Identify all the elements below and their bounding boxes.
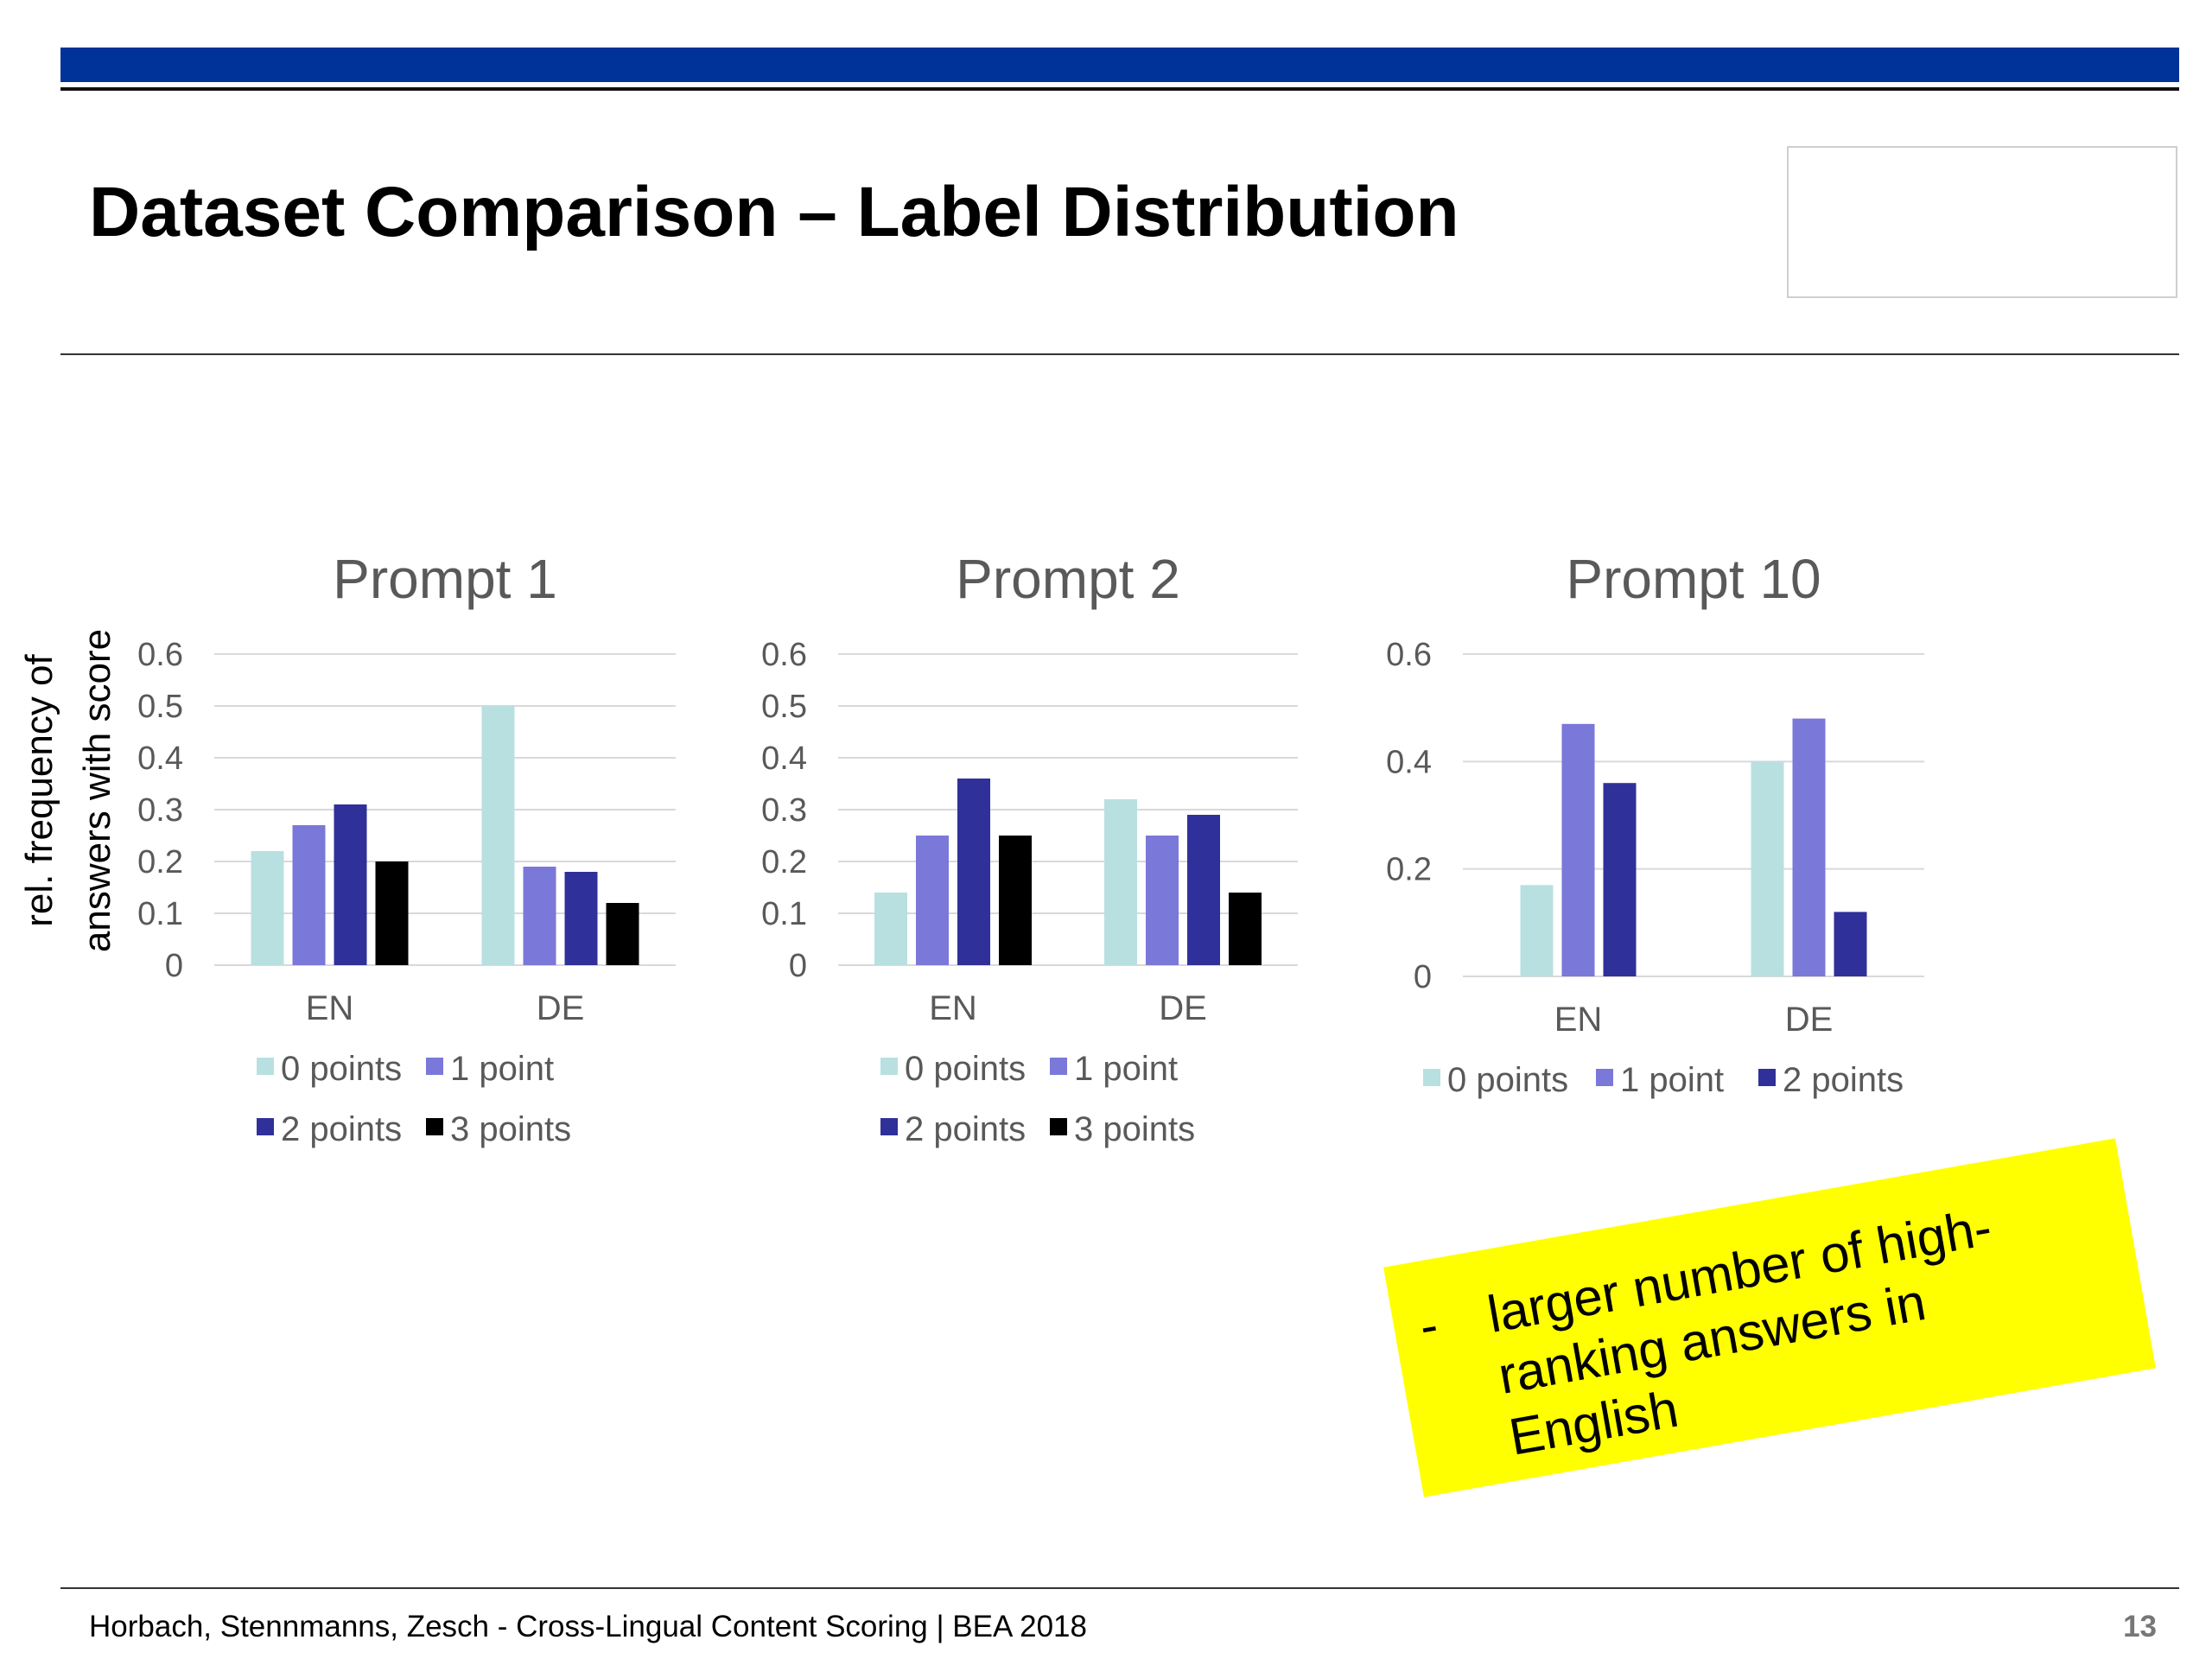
legend-item: 1 point <box>1596 1061 1724 1099</box>
bar-de-3-points <box>606 903 639 965</box>
footer-rule <box>60 1587 2179 1589</box>
legend-swatch <box>426 1118 443 1135</box>
y-tick-label: 0.6 <box>137 637 183 673</box>
y-tick-label: 0.1 <box>137 896 183 932</box>
legend-label: 3 points <box>1074 1110 1195 1148</box>
bar-de-0-points <box>1751 761 1784 976</box>
bar-de-2-points <box>1187 815 1220 965</box>
bar-de-1-point <box>523 867 556 965</box>
y-tick-label: 0.2 <box>1386 852 1432 888</box>
header-rule <box>60 87 2179 91</box>
legend-swatch <box>880 1058 898 1075</box>
legend-item: 0 points <box>257 1050 402 1088</box>
y-tick-label: 0.6 <box>761 637 807 673</box>
y-tick-label: 0.4 <box>761 741 807 777</box>
header-accent-bar <box>60 48 2179 82</box>
legend-swatch <box>426 1058 443 1075</box>
bar-en-3-points <box>375 861 409 965</box>
bar-de-2-points <box>1834 912 1867 976</box>
bar-de-3-points <box>1229 893 1262 965</box>
y-tick-label: 0 <box>165 948 183 984</box>
legend-swatch <box>1596 1069 1613 1086</box>
legend-item: 3 points <box>1050 1110 1195 1148</box>
x-tick-label: DE <box>1159 989 1207 1027</box>
x-tick-label: EN <box>929 989 977 1027</box>
legend-label: 0 points <box>1447 1061 1568 1099</box>
bar-en-1-point <box>292 825 326 965</box>
x-tick-label: DE <box>1785 1001 1834 1039</box>
legend-label: 2 points <box>905 1110 1026 1148</box>
chart-panel-2: Prompt 2 0 0.1 0.2 0.3 0.4 0.5 0.6 EN DE 0 points 1… <box>761 548 1298 1148</box>
legend-swatch <box>1423 1069 1440 1086</box>
bar-de-0-points <box>481 706 515 965</box>
bar-de-0-points <box>1104 799 1137 965</box>
bar-en-0-points <box>1520 885 1554 976</box>
x-tick-label: EN <box>1554 1001 1603 1039</box>
bar-en-0-points <box>874 893 907 965</box>
legend-label: 2 points <box>1783 1061 1904 1099</box>
legend-label: 3 points <box>450 1110 571 1148</box>
y-tick-label: 0.3 <box>761 792 807 829</box>
legend-item: 2 points <box>1758 1061 1904 1099</box>
legend-item: 2 points <box>880 1110 1026 1148</box>
y-axis-label-line: rel. frequency of <box>18 653 60 926</box>
legend-item: 0 points <box>1423 1061 1568 1099</box>
x-tick-label: DE <box>537 989 585 1027</box>
chart-panel-1: Prompt 1 0 0.1 0.2 0.3 0.4 0.5 0.6 EN DE 0 points 1… <box>137 548 676 1148</box>
y-tick-label: 0 <box>1414 959 1432 995</box>
legend-label: 1 point <box>450 1050 554 1088</box>
y-tick-label: 0.4 <box>1386 744 1432 780</box>
title-rule <box>60 353 2179 355</box>
note-text: larger number of high-ranking answers in… <box>1483 1198 1996 1466</box>
bar-en-2-points <box>1603 783 1637 976</box>
y-tick-label: 0.6 <box>1386 637 1432 673</box>
legend-item: 2 points <box>257 1110 402 1148</box>
bar-de-1-point <box>1146 836 1179 965</box>
legend-swatch <box>880 1118 898 1135</box>
bar-de-1-point <box>1792 718 1826 976</box>
legend-label: 1 point <box>1620 1061 1724 1099</box>
logo-placeholder <box>1787 146 2177 298</box>
bar-de-2-points <box>564 872 598 965</box>
y-axis-label: rel. frequency of answers with score <box>18 629 118 952</box>
y-axis-label-line: answers with score <box>76 629 118 952</box>
slide-title: Dataset Comparison – Label Distribution <box>89 173 1459 251</box>
y-tick-label: 0.5 <box>761 689 807 725</box>
legend-label: 1 point <box>1074 1050 1178 1088</box>
chart-panel-3: Prompt 10 0 0.2 0.4 0.6 EN DE 0 points 1 point 2 … <box>1386 548 1924 1099</box>
x-tick-label: EN <box>306 989 354 1027</box>
y-tick-label: 0.4 <box>137 741 183 777</box>
legend-item: 0 points <box>880 1050 1026 1088</box>
legend-label: 0 points <box>905 1050 1026 1088</box>
y-tick-label: 0.3 <box>137 792 183 829</box>
legend-item: 1 point <box>426 1050 554 1088</box>
bar-en-1-point <box>1561 723 1595 976</box>
page-number: 13 <box>2123 1610 2157 1643</box>
bar-en-2-points <box>334 804 367 965</box>
chart-title: Prompt 2 <box>956 548 1180 610</box>
bar-en-1-point <box>916 836 949 965</box>
note-callout: - larger number of high-ranking answers … <box>1383 1138 2156 1497</box>
footer-text: Horbach, Stennmanns, Zesch - Cross-Lingu… <box>89 1610 1087 1643</box>
bar-en-0-points <box>251 851 284 965</box>
y-tick-label: 0.1 <box>761 896 807 932</box>
charts-area: rel. frequency of answers with score Prom… <box>18 548 1924 1148</box>
bar-en-3-points <box>999 836 1032 965</box>
y-tick-label: 0.5 <box>137 689 183 725</box>
legend-swatch <box>257 1058 274 1075</box>
legend-item: 3 points <box>426 1110 571 1148</box>
legend-swatch <box>257 1118 274 1135</box>
bar-en-2-points <box>957 779 990 965</box>
legend-swatch <box>1050 1058 1067 1075</box>
legend-label: 0 points <box>281 1050 402 1088</box>
chart-title: Prompt 10 <box>1566 548 1821 610</box>
legend-label: 2 points <box>281 1110 402 1148</box>
y-tick-label: 0.2 <box>137 844 183 880</box>
legend-swatch <box>1050 1118 1067 1135</box>
legend-swatch <box>1758 1069 1776 1086</box>
chart-title: Prompt 1 <box>333 548 557 610</box>
y-tick-label: 0 <box>789 948 807 984</box>
y-tick-label: 0.2 <box>761 844 807 880</box>
legend-item: 1 point <box>1050 1050 1178 1088</box>
